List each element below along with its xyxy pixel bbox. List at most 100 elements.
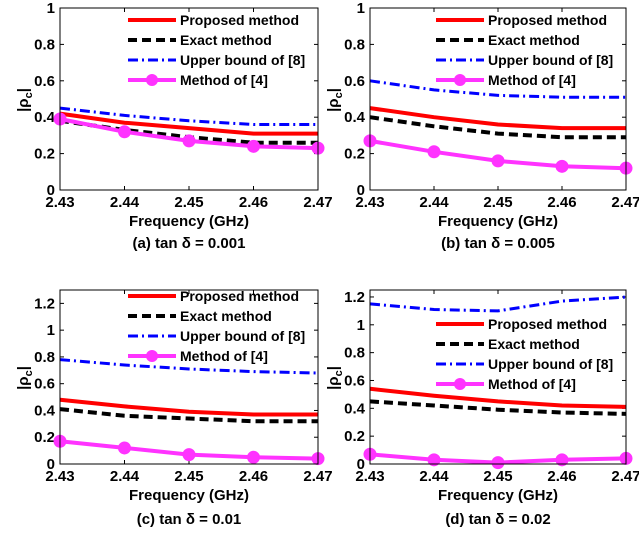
series-point [247,450,260,464]
y-tick-label: 0.4 [344,400,366,417]
x-tick-label: 2.44 [419,468,449,485]
series-point [427,145,441,159]
y-tick-label: 0.4 [344,109,366,126]
x-tick-label: 2.47 [303,194,332,211]
legend-label: Upper bound of [8] [180,328,305,344]
series-point [118,441,131,455]
y-tick-label: 1 [47,0,55,17]
x-tick-label: 2.45 [483,468,512,485]
y-tick-label: 0.6 [344,372,365,389]
legend-label: Proposed method [488,316,607,332]
axes-frame [369,7,627,191]
legend-label: Exact method [488,32,580,48]
series-point [247,139,260,153]
series-line-1 [369,106,626,131]
x-tick-label: 2.45 [174,468,203,485]
panel-caption: (a) tan δ = 0.001 [133,235,246,252]
y-axis-label: |ρc| [15,88,35,112]
chart-panel-3: 0 0.2 0.4 0.6 0.8 1 1.2 2.43 2.44 2.45 2.46 2.47 Pro… [15,288,333,528]
x-tick-label: 2.46 [547,468,576,485]
x-tick-label: 2.45 [483,194,512,211]
chart-panel-4: 0 0.2 0.4 0.6 0.8 1 1.2 2.43 2.44 2.45 2.46 2.47 Pro… [325,289,639,528]
y-tick-label: 0 [47,182,55,199]
panel-caption: (d) tan δ = 0.02 [445,511,550,528]
y-tick-label: 0 [47,456,55,473]
x-tick-label: 2.43 [355,194,384,211]
y-tick-label: 0.2 [344,146,365,163]
x-tick-label: 2.46 [239,468,268,485]
series-point [491,154,505,168]
legend-marker [146,350,158,362]
x-tick-label: 2.45 [174,194,203,211]
y-tick-label: 0.8 [34,36,55,53]
y-tick-label: 1.2 [34,295,55,312]
panel-caption: (b) tan δ = 0.005 [441,235,555,252]
legend-label: Upper bound of [8] [488,52,613,68]
x-axis-label: Frequency (GHz) [438,213,558,230]
x-tick-label: 2.44 [110,468,140,485]
y-tick-label: 0.2 [344,428,365,445]
y-tick-label: 0 [357,182,365,199]
x-axis-label: Frequency (GHz) [129,487,249,504]
x-axis-label: Frequency (GHz) [438,487,558,504]
y-tick-label: 0.8 [34,349,55,366]
y-tick-label: 0.2 [34,146,55,163]
y-tick-label: 0 [357,456,365,473]
panel-caption: (c) tan δ = 0.01 [137,511,242,528]
legend-label: Method of [4] [180,348,268,364]
series-line-3 [369,79,626,99]
legend-label: Method of [4] [488,72,576,88]
x-tick-label: 2.43 [45,468,74,485]
legend-marker [146,74,158,86]
x-tick-label: 2.46 [547,194,576,211]
legend-label: Upper bound of [8] [180,52,305,68]
legend-label: Exact method [180,32,272,48]
chart-panel-2: 0 0.2 0.4 0.6 0.8 1 2.43 2.44 2.45 2.46 2.47 Propos… [325,0,639,252]
y-tick-label: 0.6 [344,73,365,90]
y-tick-label: 0.4 [34,402,56,419]
x-tick-label: 2.47 [303,468,332,485]
series-point [118,125,131,139]
x-tick-label: 2.43 [45,194,74,211]
y-tick-label: 0.6 [34,73,55,90]
series-point [555,453,569,467]
legend-marker [454,378,466,390]
x-tick-label: 2.46 [239,194,268,211]
series-line-1 [59,111,318,136]
y-tick-label: 0.4 [34,109,56,126]
legend-label: Method of [4] [180,72,268,88]
y-tick-label: 0.6 [34,376,55,393]
series-point [427,453,441,467]
series-point [182,134,196,148]
series-line-3 [59,358,319,375]
legend-label: Upper bound of [8] [488,356,613,372]
legend-label: Exact method [180,308,272,324]
series-point [491,456,505,470]
y-axis-label: |ρc| [325,88,345,112]
chart-panel-1: 0 0.2 0.4 0.6 0.8 1 2.43 2.44 2.45 2.46 2.47 Propos… [15,0,333,252]
legend-label: Exact method [488,336,580,352]
x-tick-label: 2.44 [110,194,140,211]
series-line-3 [59,106,318,126]
legend-label: Method of [4] [488,376,576,392]
x-tick-label: 2.47 [611,468,639,485]
series-point [182,448,196,462]
legend-marker [454,74,466,86]
series-line-1 [369,386,627,409]
axes-frame [59,289,319,465]
y-tick-label: 0.2 [34,429,55,446]
y-axis-label: |ρc| [15,366,35,390]
legend-label: Proposed method [488,12,607,28]
series-line-2 [59,407,318,424]
axes-frame [369,289,627,465]
axes-frame [59,7,319,191]
series-line-1 [59,397,318,417]
series-point [555,159,569,173]
x-tick-label: 2.44 [419,194,449,211]
series-line-2 [369,115,626,140]
legend-label: Proposed method [180,12,299,28]
y-tick-label: 1 [357,317,365,334]
y-tick-label: 1 [357,0,365,17]
series-line-3 [369,295,627,313]
